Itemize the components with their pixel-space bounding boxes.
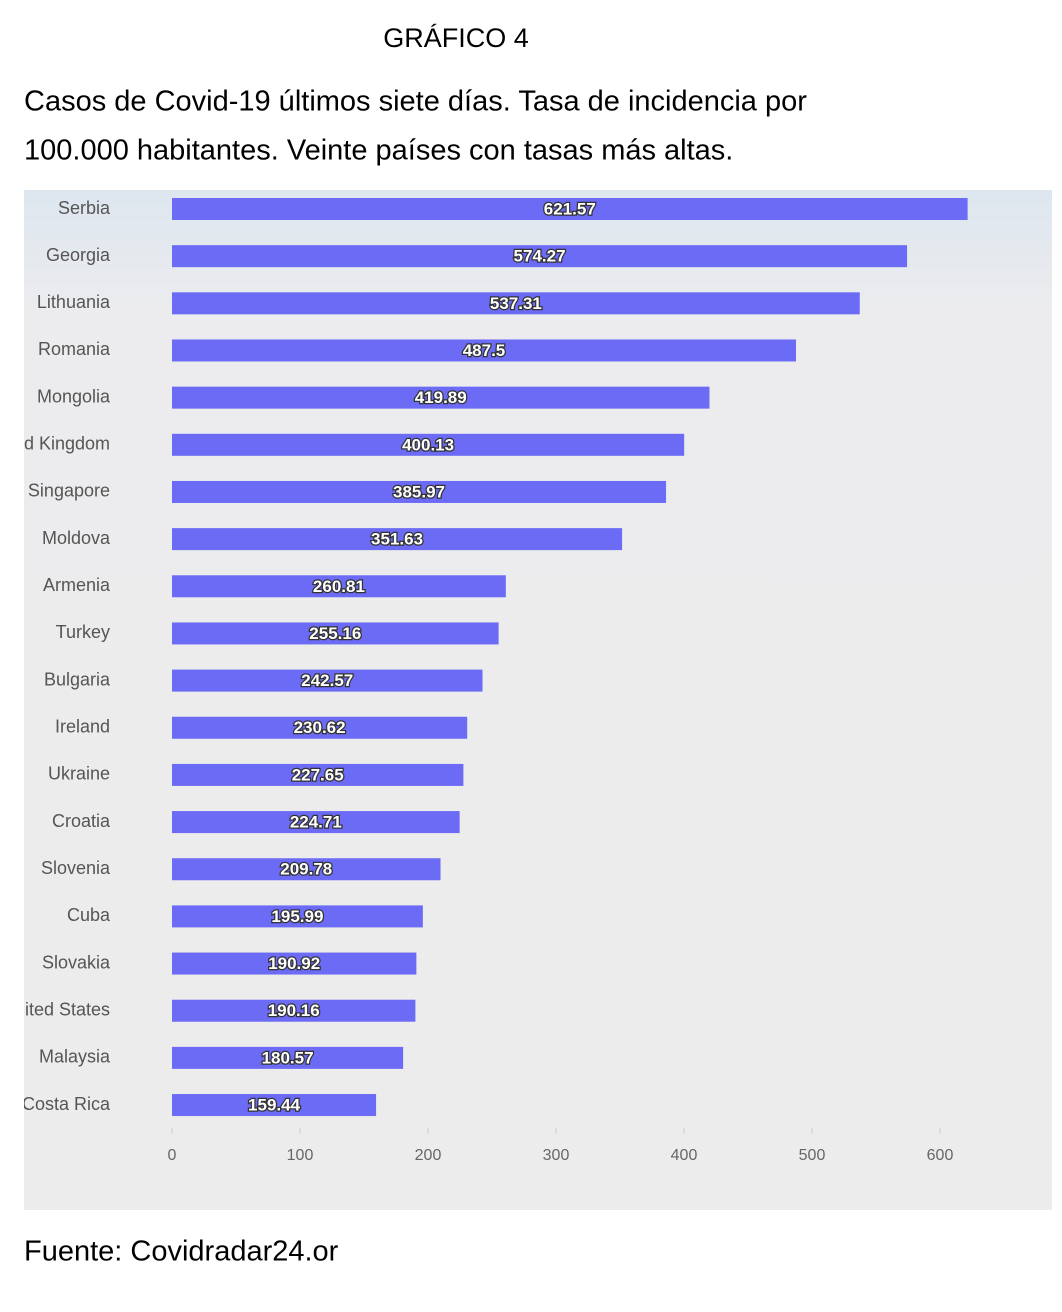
bar — [172, 858, 441, 881]
value-label: 242.57 — [301, 671, 353, 690]
category-label: Mongolia — [37, 386, 111, 406]
category-label: Ukraine — [48, 764, 110, 784]
bar — [172, 480, 667, 503]
category-label: Costa Rica — [22, 1094, 111, 1114]
value-label: 419.89 — [415, 388, 467, 407]
bar — [172, 575, 506, 598]
value-label: 190.16 — [268, 1001, 320, 1020]
bar — [172, 999, 416, 1022]
value-label: 159.44 — [248, 1096, 301, 1115]
category-label: Armenia — [43, 575, 111, 595]
category-label: Slovakia — [42, 952, 111, 972]
x-tick-label: 400 — [671, 1147, 698, 1164]
x-tick-label: 0 — [168, 1147, 177, 1164]
value-label: 195.99 — [271, 907, 323, 926]
value-label: 621.57 — [544, 199, 596, 218]
value-label: 190.92 — [268, 954, 320, 973]
value-label: 227.65 — [292, 765, 344, 784]
bar — [172, 763, 464, 786]
category-label: Georgia — [46, 245, 111, 265]
value-label: 209.78 — [280, 860, 332, 879]
bar — [172, 339, 796, 362]
bar — [172, 622, 499, 645]
category-label: Serbia — [58, 198, 111, 218]
bar — [172, 528, 623, 551]
category-label: Malaysia — [39, 1047, 111, 1067]
value-label: 224.71 — [290, 813, 342, 832]
value-label: 180.57 — [262, 1048, 314, 1067]
bar — [172, 811, 460, 834]
category-label: Slovenia — [41, 858, 111, 878]
bar — [172, 386, 710, 409]
bar — [172, 716, 468, 739]
bar — [172, 905, 423, 928]
chart: Serbia 621.57 Georgia 574.27 Lithuania 537.31… — [0, 190, 1062, 1210]
bar — [172, 1046, 404, 1069]
x-tick-label: 200 — [415, 1147, 442, 1164]
value-label: 260.81 — [313, 577, 365, 596]
category-label: Singapore — [28, 481, 110, 501]
x-tick-label: 300 — [543, 1147, 570, 1164]
category-label: Croatia — [52, 811, 111, 831]
value-label: 574.27 — [514, 247, 566, 266]
value-label: 487.5 — [463, 341, 506, 360]
caption-line: Casos de Covid-19 últimos siete días. Ta… — [24, 86, 807, 118]
value-label: 230.62 — [294, 718, 346, 737]
x-tick-label: 600 — [927, 1147, 954, 1164]
category-label: Moldova — [42, 528, 111, 548]
value-label: 351.63 — [371, 530, 423, 549]
x-tick-label: 100 — [287, 1147, 314, 1164]
value-label: 400.13 — [402, 435, 454, 454]
value-label: 537.31 — [490, 294, 542, 313]
bar — [172, 952, 417, 975]
category-label: Romania — [38, 339, 111, 359]
category-label: United States — [2, 999, 110, 1019]
bar — [172, 433, 685, 456]
source: Fuente: Covidradar24.or — [24, 1236, 339, 1268]
bar — [172, 1094, 377, 1117]
caption-line: 100.000 habitantes. Veinte países con ta… — [24, 135, 733, 167]
category-label: Cuba — [67, 905, 111, 925]
bar — [172, 292, 860, 315]
bar — [172, 669, 483, 692]
value-label: 385.97 — [393, 482, 445, 501]
category-label: Turkey — [56, 622, 110, 642]
x-tick-label: 500 — [799, 1147, 826, 1164]
category-label: Lithuania — [37, 292, 111, 312]
x-tick-label: 700 — [1055, 1147, 1062, 1164]
category-label: Ireland — [55, 717, 110, 737]
bar — [172, 245, 908, 268]
value-label: 255.16 — [309, 624, 361, 643]
category-label: Bulgaria — [44, 669, 111, 689]
category-label: United Kingdom — [0, 434, 110, 454]
doc-title: GRÁFICO 4 — [383, 23, 529, 53]
bar — [172, 198, 968, 220]
